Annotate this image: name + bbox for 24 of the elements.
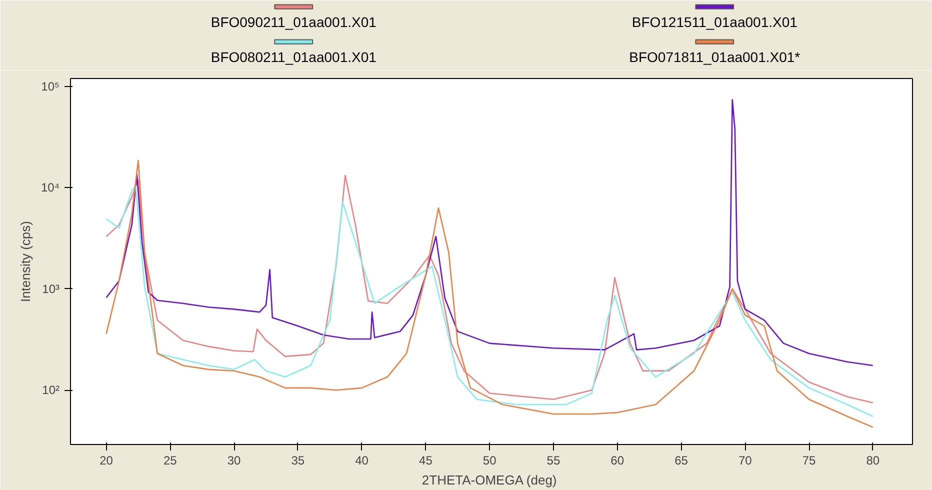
- x-tick-label: 60: [610, 454, 624, 468]
- legend-label: BFO071811_01aa001.X01*: [629, 49, 801, 66]
- x-tick-label: 55: [546, 454, 560, 468]
- y-tick-label: 10⁵: [41, 80, 60, 94]
- x-tick-label: 45: [419, 454, 433, 468]
- x-tick-label: 35: [291, 454, 305, 468]
- x-tick-label: 25: [163, 454, 178, 468]
- y-axis-title: Intensity (cps): [18, 221, 33, 302]
- y-tick-label: 10⁴: [40, 180, 60, 195]
- legend-label: BFO080211_01aa001.X01: [210, 49, 377, 66]
- x-tick-label: 80: [866, 454, 880, 468]
- line-series: [106, 99, 874, 366]
- y-tick-label: 10³: [42, 282, 60, 296]
- x-tick-label: 75: [802, 454, 816, 468]
- legend-label: BFO090211_01aa001.X01: [210, 14, 377, 30]
- x-tick-label: 40: [355, 454, 369, 468]
- legend-label: BFO121511_01aa001.X01: [632, 14, 798, 30]
- x-tick-label: 30: [227, 454, 242, 468]
- x-tick-label: 65: [674, 454, 688, 468]
- x-tick-label: 70: [738, 454, 752, 468]
- x-axis-title: 2THETA-OMEGA (deg): [422, 472, 557, 488]
- y-tick-label: 10²: [42, 383, 60, 398]
- x-tick-label: 50: [482, 454, 497, 468]
- x-tick-label: 20: [100, 454, 114, 468]
